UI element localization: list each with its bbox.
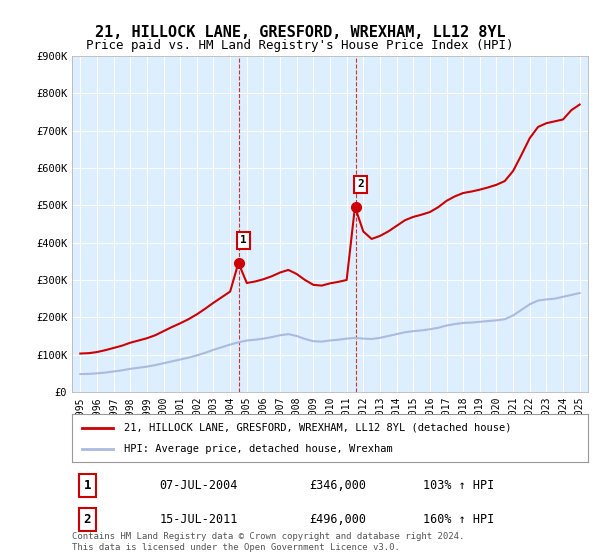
Text: 1: 1 [241,235,247,245]
Text: £496,000: £496,000 [310,513,367,526]
Text: £346,000: £346,000 [310,479,367,492]
Text: HPI: Average price, detached house, Wrexham: HPI: Average price, detached house, Wrex… [124,444,392,454]
Text: 2: 2 [357,179,364,189]
Text: 21, HILLOCK LANE, GRESFORD, WREXHAM, LL12 8YL (detached house): 21, HILLOCK LANE, GRESFORD, WREXHAM, LL1… [124,423,511,433]
Text: 15-JUL-2011: 15-JUL-2011 [160,513,238,526]
Text: 160% ↑ HPI: 160% ↑ HPI [423,513,494,526]
Text: Contains HM Land Registry data © Crown copyright and database right 2024.
This d: Contains HM Land Registry data © Crown c… [72,532,464,552]
Text: 21, HILLOCK LANE, GRESFORD, WREXHAM, LL12 8YL: 21, HILLOCK LANE, GRESFORD, WREXHAM, LL1… [95,25,505,40]
Text: 07-JUL-2004: 07-JUL-2004 [160,479,238,492]
Text: 2: 2 [84,513,91,526]
Text: 1: 1 [84,479,91,492]
Text: Price paid vs. HM Land Registry's House Price Index (HPI): Price paid vs. HM Land Registry's House … [86,39,514,52]
Text: 103% ↑ HPI: 103% ↑ HPI [423,479,494,492]
